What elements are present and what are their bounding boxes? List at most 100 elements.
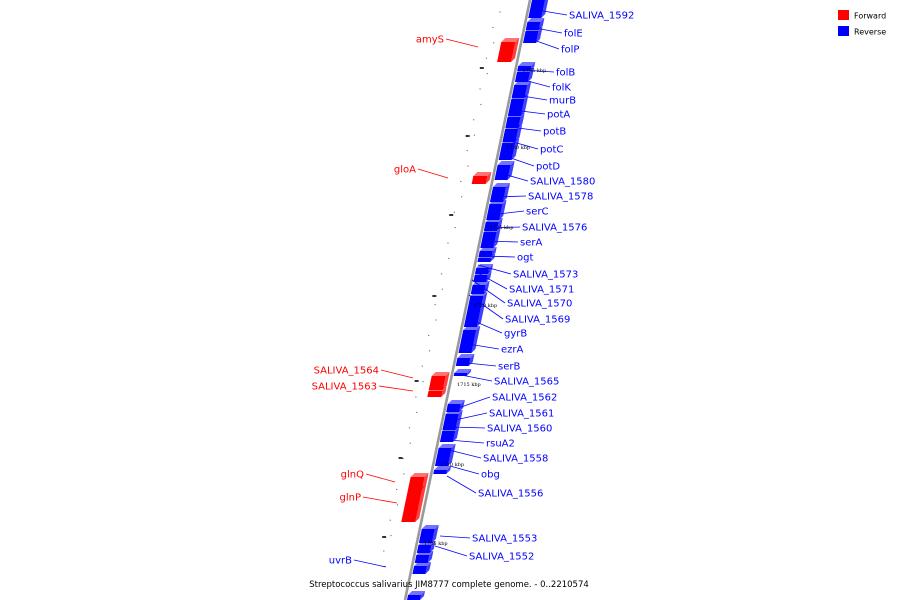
gene-label-folk: folK bbox=[552, 83, 571, 94]
gene-leader-line bbox=[353, 559, 387, 568]
gene-leader-line bbox=[471, 279, 506, 304]
gene-label-folb: folB bbox=[556, 68, 575, 79]
gene-forward-block bbox=[427, 387, 447, 397]
gene-leader-line bbox=[455, 373, 493, 382]
gene-track bbox=[401, 0, 549, 600]
gene-leader-line bbox=[456, 361, 497, 367]
gene-label-saliva-1564: SALIVA_1564 bbox=[314, 366, 379, 377]
genome-caption: Streptococcus salivarius JIM8777 complet… bbox=[309, 580, 589, 590]
gene-leader-line bbox=[481, 255, 516, 258]
scale-label: 1730 kbp bbox=[506, 145, 530, 151]
gene-leader-line bbox=[454, 412, 488, 421]
scale-label: 1725 kbp bbox=[490, 225, 514, 231]
gene-leader-line bbox=[509, 126, 542, 132]
gene-leader-line bbox=[529, 26, 563, 34]
gene-label-saliva-1580: SALIVA_1580 bbox=[530, 177, 595, 188]
scale-label: 1735 kbp bbox=[522, 68, 546, 74]
gene-leader-line bbox=[505, 139, 539, 150]
gene-leader-line bbox=[512, 109, 546, 115]
gene-reverse-block bbox=[528, 0, 549, 18]
gene-leader-line bbox=[417, 168, 449, 179]
gene-label-saliva-1565: SALIVA_1565 bbox=[494, 377, 559, 388]
gene-label-saliva-1571: SALIVA_1571 bbox=[509, 285, 574, 296]
gene-forward-block bbox=[471, 172, 492, 184]
gene-label-saliva-1561: SALIVA_1561 bbox=[489, 409, 554, 420]
gene-label-folp: folP bbox=[561, 45, 579, 56]
minor-ticks bbox=[376, 11, 501, 583]
gene-reverse-block bbox=[414, 551, 434, 563]
legend: Forward Reverse bbox=[838, 10, 886, 37]
gene-label-saliva-1556: SALIVA_1556 bbox=[478, 489, 543, 500]
gene-label-saliva-1552: SALIVA_1552 bbox=[469, 552, 534, 563]
gene-leader-line bbox=[446, 475, 477, 494]
gene-label-serb: serB bbox=[498, 362, 520, 373]
gene-label-saliva-1592: SALIVA_1592 bbox=[569, 11, 634, 22]
legend-reverse-label: Reverse bbox=[854, 28, 886, 37]
gene-reverse-block bbox=[486, 200, 507, 220]
gene-label-ogt: ogt bbox=[517, 253, 533, 264]
gene-label-glnq: glnQ bbox=[341, 470, 364, 481]
gene-label-potc: potC bbox=[540, 145, 563, 156]
gene-reverse-block bbox=[458, 326, 481, 353]
gene-leader-line bbox=[451, 426, 486, 429]
gene-reverse-block bbox=[418, 525, 439, 543]
gene-leader-line bbox=[483, 240, 519, 243]
gene-reverse-block bbox=[407, 591, 426, 600]
gene-label-saliva-1562: SALIVA_1562 bbox=[492, 393, 557, 404]
gene-leader-line bbox=[527, 37, 560, 50]
gene-leader-line bbox=[434, 545, 468, 557]
gene-leader-line bbox=[448, 449, 482, 459]
gene-leader-line bbox=[466, 317, 503, 334]
scale-label: 1705 kbp bbox=[424, 541, 448, 547]
gene-label-saliva-1573: SALIVA_1573 bbox=[513, 270, 578, 281]
gene-label-saliva-1569: SALIVA_1569 bbox=[505, 315, 570, 326]
gene-leader-line bbox=[485, 226, 521, 229]
gene-label-saliva-1570: SALIVA_1570 bbox=[507, 299, 572, 310]
gene-reverse-block bbox=[442, 410, 463, 430]
scale-labels: 1735 kbp 1730 kbp 1725 kbp 1720 kbp 1715 kbp… bbox=[424, 68, 546, 547]
gene-label-pota: potA bbox=[547, 110, 570, 121]
gene-reverse-block bbox=[434, 444, 456, 466]
legend-forward-label: Forward bbox=[854, 12, 886, 21]
gene-label-potd: potD bbox=[536, 162, 560, 173]
gene-label-sera: serA bbox=[520, 238, 542, 249]
gene-label-glnp: glnP bbox=[340, 493, 362, 504]
gene-leader-line bbox=[521, 69, 555, 73]
gene-reverse-block bbox=[433, 466, 452, 474]
gene-leader-line bbox=[536, 9, 568, 16]
gene-label-rsua2: rsuA2 bbox=[486, 439, 515, 450]
gene-forward-block bbox=[428, 372, 450, 390]
gene-leader-line bbox=[448, 439, 485, 444]
gene-leader-line bbox=[499, 172, 529, 182]
gene-leader-line bbox=[489, 210, 525, 216]
legend-forward-swatch bbox=[838, 10, 849, 20]
scale-label: 1710 kbp bbox=[440, 462, 464, 468]
gene-labels: SALIVA_1592 folE folP folB folK murB potA potB p… bbox=[312, 9, 634, 568]
gene-reverse-block bbox=[480, 228, 501, 248]
gene-label-obg: obg bbox=[481, 470, 500, 481]
gene-label-saliva-1560: SALIVA_1560 bbox=[487, 424, 552, 435]
gene-forward-block bbox=[497, 38, 520, 62]
gene-label-saliva-1558: SALIVA_1558 bbox=[483, 454, 548, 465]
gene-leader-line bbox=[378, 385, 414, 392]
gene-reverse-block bbox=[439, 427, 460, 442]
gene-leader-line bbox=[468, 294, 504, 320]
gene-label-saliva-1563: SALIVA_1563 bbox=[312, 382, 377, 393]
gene-leader-line bbox=[475, 271, 508, 290]
gene-leader-line bbox=[519, 78, 551, 88]
gene-reverse-block bbox=[412, 562, 432, 574]
gene-label-saliva-1578: SALIVA_1578 bbox=[528, 192, 593, 203]
genome-backbone-line bbox=[403, 0, 532, 600]
gene-leader-line bbox=[457, 396, 491, 409]
gene-leader-line bbox=[445, 38, 479, 48]
gene-label-saliva-1553: SALIVA_1553 bbox=[472, 534, 537, 545]
gene-label-serc: serC bbox=[526, 207, 548, 218]
gene-reverse-block bbox=[470, 281, 490, 294]
legend-reverse-swatch bbox=[838, 26, 849, 36]
gene-label-murb: murB bbox=[549, 96, 576, 107]
gene-label-fole: folE bbox=[564, 29, 583, 40]
scale-label: 1715 kbp bbox=[457, 382, 481, 388]
gene-label-amys: amyS bbox=[416, 35, 444, 46]
gene-leader-line bbox=[380, 369, 414, 379]
